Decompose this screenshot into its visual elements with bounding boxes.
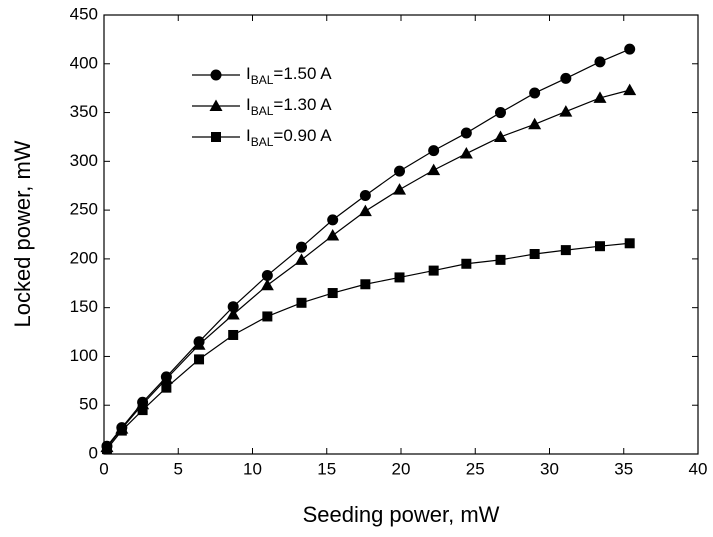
marker: [495, 254, 506, 265]
x-tick-label: 25: [466, 459, 485, 478]
marker: [560, 72, 572, 84]
marker: [493, 130, 507, 142]
marker: [194, 354, 205, 365]
y-tick-label: 200: [70, 248, 98, 267]
marker: [559, 105, 573, 117]
marker: [529, 87, 541, 99]
x-tick-label: 10: [243, 459, 262, 478]
marker: [296, 241, 308, 253]
marker: [360, 279, 371, 290]
x-tick-label: 40: [689, 459, 708, 478]
x-tick-label: 0: [99, 459, 108, 478]
x-tick-label: 30: [540, 459, 559, 478]
marker: [393, 183, 407, 195]
y-tick-label: 300: [70, 151, 98, 170]
x-tick-label: 35: [614, 459, 633, 478]
marker: [260, 278, 274, 291]
marker: [528, 117, 542, 130]
x-tick-label: 5: [174, 459, 183, 478]
y-axis-label: Locked power, mW: [10, 140, 35, 327]
marker: [161, 382, 172, 393]
y-tick-label: 250: [70, 200, 98, 219]
marker: [428, 265, 439, 276]
marker: [210, 69, 222, 81]
y-tick-label: 150: [70, 297, 98, 316]
legend-label: IBAL=1.30 A: [246, 95, 332, 118]
marker: [623, 83, 637, 96]
marker: [494, 107, 506, 119]
plot-frame: [103, 14, 699, 455]
marker: [428, 145, 440, 157]
marker: [359, 189, 371, 201]
marker: [101, 444, 112, 455]
marker: [394, 165, 406, 177]
marker: [227, 301, 239, 313]
legend-label: IBAL=1.50 A: [246, 64, 332, 87]
marker: [427, 163, 441, 176]
series-line: [106, 242, 630, 450]
y-tick-label: 50: [79, 395, 98, 414]
marker: [137, 405, 148, 416]
marker: [624, 238, 635, 249]
series-line: [106, 89, 630, 448]
x-tick-label: 15: [317, 459, 336, 478]
marker: [211, 132, 221, 142]
marker: [394, 272, 405, 283]
marker: [624, 43, 636, 55]
marker: [327, 214, 339, 226]
y-tick-label: 0: [89, 443, 98, 462]
marker: [459, 147, 473, 159]
y-tick-label: 350: [70, 102, 98, 121]
marker: [261, 269, 273, 281]
marker: [594, 56, 606, 68]
series-line: [106, 48, 630, 447]
marker: [159, 372, 173, 384]
marker: [296, 297, 307, 308]
marker: [228, 329, 239, 340]
marker: [326, 228, 340, 241]
marker: [295, 253, 309, 265]
marker: [460, 127, 472, 139]
x-tick-label: 20: [392, 459, 411, 478]
y-tick-label: 450: [70, 4, 98, 23]
y-tick-label: 100: [70, 346, 98, 365]
marker: [529, 249, 540, 260]
marker: [594, 241, 605, 252]
marker: [560, 245, 571, 256]
x-axis-label: Seeding power, mW: [303, 502, 500, 527]
legend-label: IBAL=0.90 A: [246, 126, 332, 149]
marker: [209, 99, 223, 111]
marker: [358, 204, 372, 217]
marker: [593, 91, 607, 103]
marker: [116, 425, 127, 436]
marker: [262, 311, 273, 322]
marker: [192, 338, 206, 350]
marker: [226, 307, 240, 320]
y-tick-label: 400: [70, 53, 98, 72]
marker: [327, 288, 338, 299]
marker: [461, 258, 472, 269]
